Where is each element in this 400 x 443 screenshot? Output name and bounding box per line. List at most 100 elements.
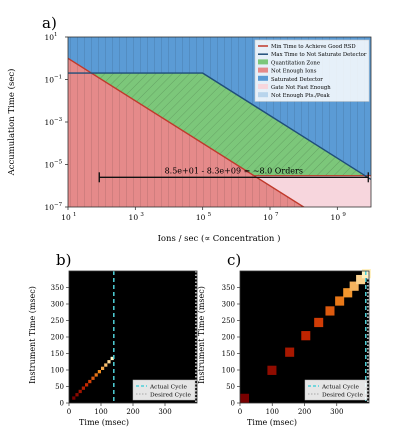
y-tick-label-a: 10: [44, 33, 54, 42]
x-tick-label-a: 10: [61, 213, 71, 222]
legend-patch-swatch: [258, 84, 268, 89]
y-tick-label: 200: [51, 334, 64, 342]
x-tick-label-a: 10: [129, 213, 139, 222]
legend-entry-a: Saturated Detector: [271, 77, 323, 83]
panel-label-c: c): [227, 251, 241, 269]
y-tick-label: 100: [51, 367, 64, 375]
heatmap-cell: [94, 373, 98, 377]
legend-entry-actual: Actual Cycle: [149, 385, 187, 391]
legend-box-a: [254, 39, 370, 102]
line-max-time: [68, 72, 371, 180]
x-tick-label: 0: [238, 408, 242, 416]
y-axis-label-c: Instrument Time (msec): [197, 286, 206, 384]
y-tick-label: 300: [51, 301, 64, 309]
heatmap-cell: [75, 393, 79, 397]
x-tick-label-a: 10: [263, 213, 273, 222]
legend-a: Min Time to Achieve Good RSD Max Time to …: [254, 39, 370, 102]
y-tick-label: 250: [222, 317, 235, 325]
annotation-text: 8.5e+01 - 8.3e+09 = ~8.0 Orders: [165, 166, 303, 175]
line-min-time: [68, 57, 305, 207]
heatmap-cell: [343, 288, 353, 298]
heatmap-cell: [325, 306, 335, 316]
y-tick-label: 100: [222, 367, 235, 375]
legend-entry-a: Not Enough Ions: [271, 69, 317, 75]
x-tick-label-a: 10: [331, 213, 341, 222]
heatmap-cell: [81, 386, 85, 390]
x-axis-label-c: Time (msec): [247, 418, 297, 427]
heatmap-cell: [72, 396, 76, 400]
y-tick-label: 0: [60, 400, 64, 408]
heatmap-cell: [240, 393, 250, 403]
y-axis-label-b: Instrument Time (msec): [28, 286, 37, 384]
y-tick-exp-a: −7: [54, 202, 63, 208]
region-gate-not-fast: [253, 175, 371, 207]
legend-entry-desired: Desired Cycle: [150, 393, 191, 399]
heatmap-cell: [91, 376, 95, 380]
y-tick-label: 250: [51, 317, 64, 325]
legend-patch-swatch: [258, 92, 268, 98]
heatmap-cell: [101, 366, 105, 370]
y-axis-label-a: Accumulation Time (sec): [6, 69, 17, 177]
y-tick-label-a: 10: [44, 161, 54, 170]
y-tick-label-a: 10: [44, 203, 54, 212]
legend-patch-swatch: [258, 59, 268, 65]
x-tick-exp-a: 1: [73, 212, 77, 218]
panel-a: a) 10 1 10 3 10 5 10 7 10 910 −710 −510 −310 −110 1 Mi…: [6, 14, 372, 244]
heatmap-cell: [110, 356, 114, 361]
x-tick-label: 200: [126, 408, 139, 416]
heatmap-cell: [335, 296, 345, 306]
x-tick-label: 100: [94, 408, 107, 416]
y-tick-label: 200: [222, 334, 235, 342]
heatmap-cell: [267, 365, 277, 375]
legend-entry-a: Max Time to Not Saturate Detector: [271, 52, 367, 58]
y-tick-exp-a: −3: [54, 117, 63, 123]
y-tick-label: 50: [55, 383, 64, 391]
y-tick-label: 350: [51, 284, 64, 292]
legend-entry-a: Not Enough Pts./Peak: [271, 93, 330, 99]
y-tick-label: 150: [222, 350, 235, 358]
heatmap-cell: [356, 274, 366, 285]
y-tick-label: 350: [222, 284, 235, 292]
legend-patch-swatch: [258, 67, 268, 73]
heatmap-cell: [85, 383, 89, 387]
y-tick-label: 50: [226, 383, 235, 391]
region-quantitation-hatch: [91, 73, 366, 176]
y-tick-exp-a: 1: [54, 32, 58, 38]
x-tick-exp-a: 3: [140, 212, 144, 218]
panel-label-a: a): [42, 14, 57, 32]
y-tick-label: 0: [231, 400, 235, 408]
heatmap-cell: [78, 389, 82, 394]
legend-patch-swatch: [258, 75, 268, 81]
y-tick-label: 300: [222, 301, 235, 309]
x-tick-label-a: 10: [196, 213, 206, 222]
y-tick-label-a: 10: [44, 118, 54, 127]
heatmap-legend-box: [304, 379, 368, 401]
heatmap-cell: [285, 347, 295, 357]
heatmap-cell: [97, 370, 101, 374]
heatmap-cell: [301, 331, 311, 341]
heatmap-legend-box: [132, 379, 196, 401]
x-axis-label-b: Time (msec): [79, 418, 129, 427]
panel-label-b: b): [56, 251, 71, 269]
panel-c: c) Actual Cycle Desired Cycle 0 100 200 300 0…: [197, 251, 371, 427]
heatmap-cell: [104, 363, 108, 367]
legend-entry-actual: Actual Cycle: [321, 385, 359, 391]
x-axis-label-a: Ions / sec (∝ Concentration ): [158, 233, 281, 244]
x-tick-label: 300: [158, 408, 171, 416]
legend-entry-desired: Desired Cycle: [322, 393, 363, 399]
legend-entry-a: Min Time to Achieve Good RSD: [271, 44, 356, 50]
x-tick-exp-a: 7: [275, 212, 279, 218]
legend-entry-a: Quantitation Zone: [271, 60, 320, 66]
y-tick-exp-a: −5: [54, 160, 63, 166]
heatmap-cell: [88, 379, 92, 384]
x-tick-label: 200: [298, 408, 311, 416]
heatmap-cell: [349, 281, 359, 291]
x-tick-label: 100: [266, 408, 279, 416]
heatmap-cell: [314, 317, 324, 328]
x-tick-label: 0: [67, 408, 71, 416]
x-tick-label: 300: [330, 408, 343, 416]
y-tick-label-a: 10: [44, 76, 54, 85]
legend-entry-a: Gate Not Fast Enough: [271, 85, 331, 91]
x-tick-exp-a: 9: [342, 212, 346, 218]
